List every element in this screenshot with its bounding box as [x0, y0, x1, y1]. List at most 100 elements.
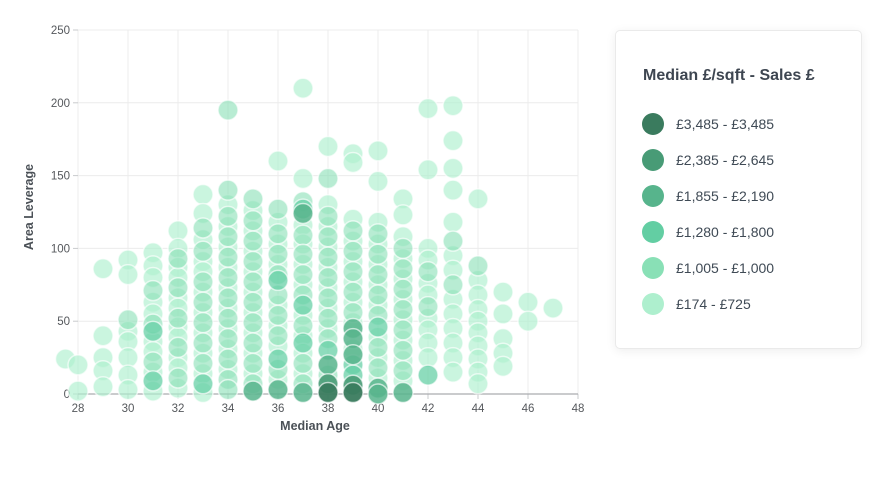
bubble[interactable] — [342, 220, 364, 242]
bubble[interactable] — [317, 167, 339, 190]
bubble[interactable] — [142, 279, 164, 302]
bubble[interactable] — [267, 198, 289, 220]
bubble[interactable] — [517, 310, 539, 332]
bubble[interactable] — [267, 348, 289, 370]
bubble[interactable] — [242, 188, 264, 210]
bubble[interactable] — [292, 294, 314, 316]
bubble[interactable] — [367, 284, 389, 306]
bubble[interactable] — [242, 352, 264, 375]
bubble[interactable] — [217, 266, 239, 289]
bubble[interactable] — [517, 291, 539, 314]
bubble[interactable] — [292, 167, 314, 190]
bubble[interactable] — [317, 226, 339, 248]
bubble[interactable] — [292, 77, 314, 99]
bubble[interactable] — [192, 271, 214, 293]
bubble[interactable] — [192, 311, 214, 334]
legend-item[interactable]: £3,485 - £3,485 — [616, 106, 861, 142]
bubble[interactable] — [292, 243, 314, 265]
bubble[interactable] — [292, 263, 314, 286]
bubble[interactable] — [317, 287, 339, 309]
bubble[interactable] — [192, 291, 214, 314]
bubble[interactable] — [192, 183, 214, 206]
bubble[interactable] — [317, 205, 339, 228]
bubble[interactable] — [317, 307, 339, 330]
bubble[interactable] — [117, 378, 139, 401]
bubble[interactable] — [192, 352, 214, 375]
bubble[interactable] — [242, 332, 264, 354]
bubble[interactable] — [242, 291, 264, 314]
bubble[interactable] — [267, 150, 289, 172]
bubble[interactable] — [192, 240, 214, 263]
bubble[interactable] — [92, 325, 114, 347]
bubble[interactable] — [167, 307, 189, 330]
bubble[interactable] — [67, 380, 89, 402]
bubble[interactable] — [342, 381, 364, 404]
bubble[interactable] — [242, 209, 264, 232]
bubble[interactable] — [442, 94, 464, 117]
bubble[interactable] — [167, 247, 189, 270]
bubble[interactable] — [492, 303, 514, 325]
bubble[interactable] — [367, 383, 389, 405]
bubble[interactable] — [417, 260, 439, 283]
bubble[interactable] — [442, 274, 464, 296]
bubble[interactable] — [342, 281, 364, 303]
bubble[interactable] — [242, 271, 264, 293]
bubble[interactable] — [242, 311, 264, 334]
bubble[interactable] — [467, 373, 489, 395]
bubble[interactable] — [217, 307, 239, 330]
bubble[interactable] — [367, 336, 389, 359]
bubble[interactable] — [142, 320, 164, 343]
bubble[interactable] — [67, 354, 89, 376]
bubble[interactable] — [342, 151, 364, 174]
bubble[interactable] — [142, 351, 164, 373]
bubble[interactable] — [292, 332, 314, 354]
bubble[interactable] — [167, 336, 189, 359]
bubble[interactable] — [367, 263, 389, 286]
bubble[interactable] — [392, 237, 414, 260]
bubble[interactable] — [217, 246, 239, 268]
bubble[interactable] — [117, 263, 139, 286]
bubble[interactable] — [492, 355, 514, 378]
legend-item[interactable]: £1,855 - £2,190 — [616, 178, 861, 214]
bubble[interactable] — [92, 258, 114, 280]
bubble[interactable] — [242, 250, 264, 273]
bubble[interactable] — [417, 159, 439, 181]
bubble[interactable] — [292, 202, 314, 225]
bubble[interactable] — [417, 364, 439, 386]
bubble[interactable] — [242, 380, 264, 402]
bubble[interactable] — [167, 276, 189, 299]
bubble[interactable] — [117, 308, 139, 331]
bubble[interactable] — [217, 327, 239, 350]
bubble[interactable] — [392, 339, 414, 362]
bubble[interactable] — [317, 246, 339, 268]
bubble[interactable] — [92, 375, 114, 398]
bubble[interactable] — [217, 226, 239, 248]
bubble[interactable] — [392, 204, 414, 226]
legend-item[interactable]: £2,385 - £2,645 — [616, 142, 861, 178]
bubble[interactable] — [267, 243, 289, 265]
bubble[interactable] — [392, 278, 414, 300]
bubble[interactable] — [292, 381, 314, 404]
bubble[interactable] — [442, 129, 464, 152]
bubble[interactable] — [367, 316, 389, 338]
bubble[interactable] — [217, 99, 239, 121]
bubble[interactable] — [167, 367, 189, 389]
bubble[interactable] — [267, 304, 289, 327]
bubble[interactable] — [392, 298, 414, 321]
bubble[interactable] — [367, 170, 389, 193]
bubble[interactable] — [492, 281, 514, 303]
bubble[interactable] — [267, 378, 289, 401]
bubble[interactable] — [417, 97, 439, 120]
bubble[interactable] — [367, 243, 389, 265]
bubble[interactable] — [367, 140, 389, 162]
bubble[interactable] — [317, 354, 339, 376]
bubble[interactable] — [217, 378, 239, 401]
bubble[interactable] — [217, 348, 239, 370]
bubble[interactable] — [192, 332, 214, 354]
bubble[interactable] — [192, 373, 214, 395]
bubble[interactable] — [542, 297, 564, 319]
bubble[interactable] — [217, 179, 239, 201]
bubble[interactable] — [267, 223, 289, 245]
bubble[interactable] — [317, 266, 339, 289]
bubble[interactable] — [392, 381, 414, 404]
